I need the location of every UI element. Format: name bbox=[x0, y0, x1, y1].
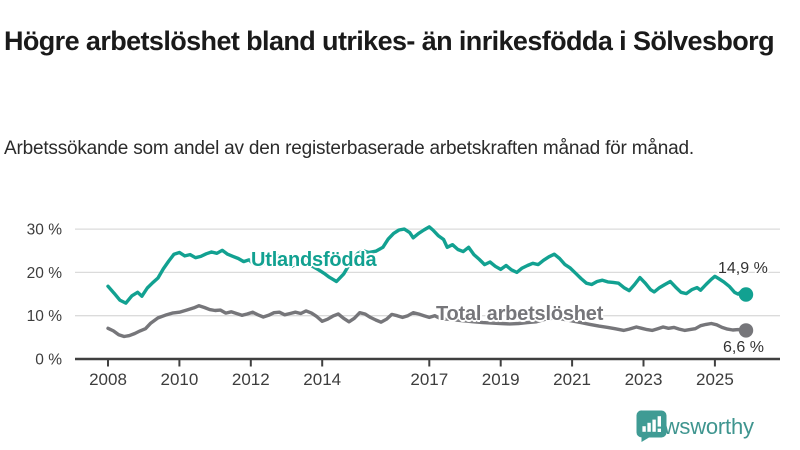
page-title: Högre arbetslöshet bland utrikes- än inr… bbox=[4, 26, 775, 57]
x-tick-label: 2012 bbox=[232, 370, 270, 389]
y-tick-label: 20 % bbox=[27, 265, 63, 282]
series-label-total-arbetsloshet: Total arbetslöshet bbox=[436, 303, 604, 325]
x-tick-label: 2019 bbox=[482, 370, 520, 389]
end-value-label-total: 6,6 % bbox=[723, 339, 764, 356]
end-value-label-utlandsfodda: 14,9 % bbox=[718, 260, 768, 277]
series-end-dot-utlandsfodda bbox=[738, 287, 754, 302]
x-tick-label: 2014 bbox=[303, 370, 341, 389]
x-tick-label: 2025 bbox=[696, 370, 734, 389]
series-end-dot-total bbox=[738, 323, 754, 338]
y-tick-label: 10 % bbox=[27, 308, 63, 325]
x-tick-label: 2021 bbox=[553, 370, 591, 389]
series-line-total bbox=[106, 304, 748, 339]
y-tick-label: 30 % bbox=[27, 222, 63, 239]
page-subtitle: Arbetssökande som andel av den registerb… bbox=[4, 138, 694, 159]
y-tick-label: 0 % bbox=[35, 352, 62, 369]
x-tick-label: 2017 bbox=[410, 370, 448, 389]
series-label-utlandsfodda: Utlandsfödda bbox=[251, 249, 377, 271]
newsworthy-chart-bubble-icon bbox=[636, 410, 667, 442]
x-tick-label: 2023 bbox=[625, 370, 663, 389]
series-line-utlandsfodda bbox=[106, 225, 748, 305]
newsworthy-logo: Newsworthy bbox=[636, 410, 754, 444]
x-tick-label: 2008 bbox=[89, 370, 127, 389]
x-tick-label: 2010 bbox=[160, 370, 198, 389]
